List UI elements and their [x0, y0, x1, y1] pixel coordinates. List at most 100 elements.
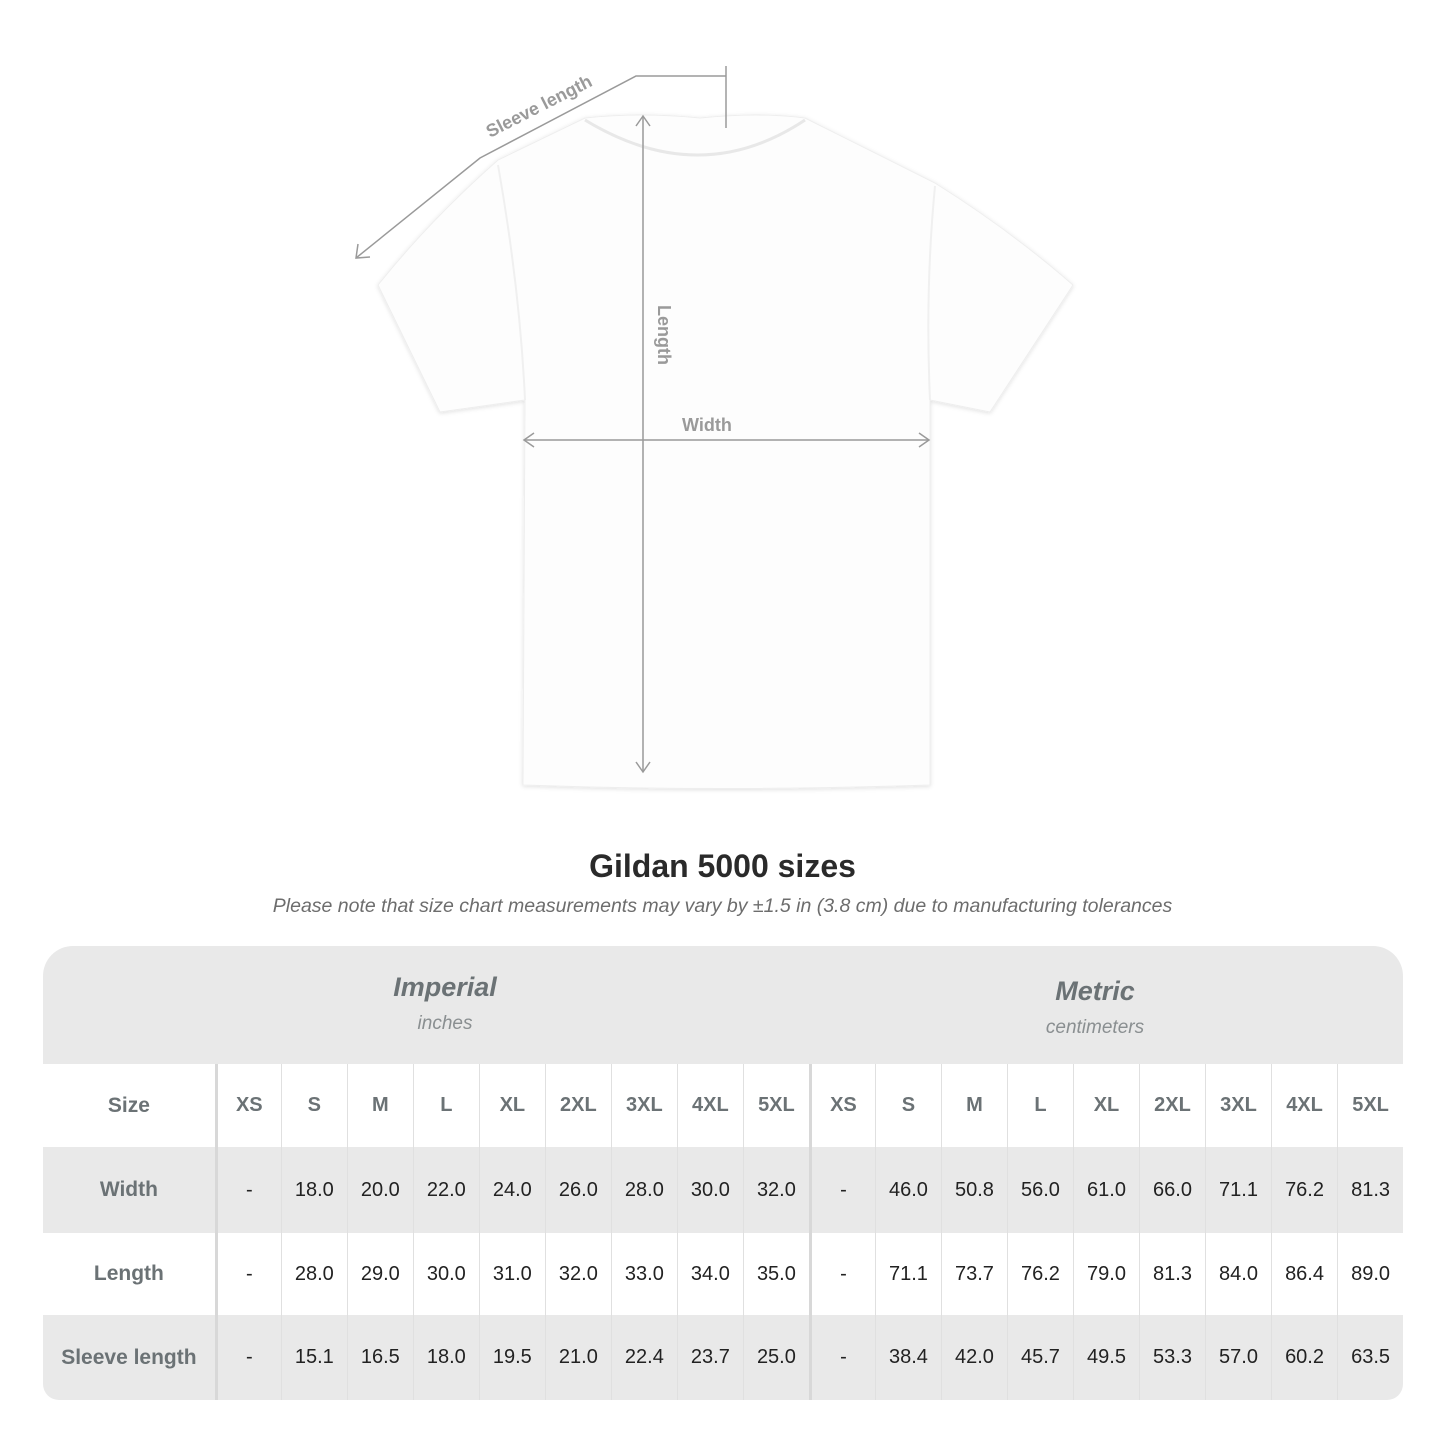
- imperial-value: 25.0: [742, 1315, 809, 1400]
- metric-value: 76.2: [1271, 1147, 1337, 1233]
- row-label: Sleeve length: [61, 1345, 197, 1369]
- metric-size-4XL: 4XL: [1271, 1064, 1337, 1147]
- metric-value: -: [808, 1233, 875, 1315]
- imperial-title: Imperial: [393, 972, 497, 1002]
- metric-value: 81.3: [1139, 1233, 1205, 1315]
- imperial-value: 35.0: [742, 1233, 809, 1315]
- imperial-value: 18.0: [280, 1147, 347, 1233]
- length-label: Length: [654, 305, 674, 365]
- metric-value: 45.7: [1006, 1315, 1073, 1400]
- imperial-value: 22.0: [412, 1147, 479, 1233]
- imperial-size-2XL: 2XL: [544, 1064, 611, 1147]
- metric-value: 76.2: [1006, 1233, 1073, 1315]
- imperial-value: 29.0: [346, 1233, 413, 1315]
- imperial-size-M: M: [346, 1064, 413, 1147]
- metric-unit: centimeters: [1045, 1017, 1145, 1038]
- metric-value: 79.0: [1072, 1233, 1139, 1315]
- metric-header: Metric centimeters: [865, 976, 1325, 1039]
- size-header-row: Size XS S M L XL 2XL 3XL 4XL 5XL XS S M L XL 2XL 3XL 4XL 5…: [43, 1064, 1403, 1147]
- metric-size-L: L: [1006, 1064, 1073, 1147]
- imperial-value: 19.5: [478, 1315, 545, 1400]
- imperial-value: 28.0: [610, 1147, 677, 1233]
- imperial-value: 15.1: [280, 1315, 347, 1400]
- metric-value: 71.1: [874, 1233, 941, 1315]
- table-row: Length -28.0 29.0 30.0 31.0 32.0 33.0 34.0 35.0-…: [43, 1233, 1403, 1315]
- imperial-value: 28.0: [280, 1233, 347, 1315]
- imperial-value: 20.0: [346, 1147, 413, 1233]
- imperial-size-4XL: 4XL: [676, 1064, 743, 1147]
- imperial-value: -: [214, 1315, 281, 1400]
- imperial-header: Imperial inches: [215, 972, 675, 1035]
- metric-value: 49.5: [1072, 1315, 1139, 1400]
- width-arrow-right-icon: [918, 432, 931, 448]
- metric-value: 81.3: [1337, 1147, 1403, 1233]
- imperial-value: 32.0: [544, 1233, 611, 1315]
- metric-value: 61.0: [1072, 1147, 1139, 1233]
- metric-size-M: M: [940, 1064, 1007, 1147]
- metric-value: 50.8: [940, 1147, 1007, 1233]
- imperial-size-XS: XS: [214, 1064, 281, 1147]
- tolerance-note: Please note that size chart measurements…: [272, 895, 1173, 917]
- imperial-value: -: [214, 1233, 281, 1315]
- row-label: Width: [99, 1178, 158, 1201]
- tshirt-seam: [497, 164, 936, 401]
- metric-size-XL: XL: [1072, 1064, 1139, 1147]
- metric-value: 63.5: [1337, 1315, 1403, 1400]
- imperial-value: 33.0: [610, 1233, 677, 1315]
- metric-value: 42.0: [940, 1315, 1007, 1400]
- metric-value: -: [808, 1147, 875, 1233]
- imperial-value: 32.0: [742, 1147, 809, 1233]
- imperial-value: -: [214, 1147, 281, 1233]
- metric-value: 56.0: [1006, 1147, 1073, 1233]
- imperial-size-S: S: [280, 1064, 347, 1147]
- page-title: Gildan 5000 sizes: [589, 848, 856, 884]
- imperial-value: 31.0: [478, 1233, 545, 1315]
- imperial-value: 16.5: [346, 1315, 413, 1400]
- unit-header-band: [43, 946, 1403, 1064]
- imperial-size-XL: XL: [478, 1064, 545, 1147]
- tshirt-shape: [377, 114, 1074, 789]
- metric-value: 89.0: [1337, 1233, 1403, 1315]
- imperial-value: 26.0: [544, 1147, 611, 1233]
- imperial-value: 30.0: [412, 1233, 479, 1315]
- metric-value: 73.7: [940, 1233, 1007, 1315]
- metric-value: 46.0: [874, 1147, 941, 1233]
- imperial-value: 30.0: [676, 1147, 743, 1233]
- metric-size-S: S: [874, 1064, 941, 1147]
- length-arrow-bottom-icon: [635, 761, 651, 774]
- metric-size-XS: XS: [808, 1064, 875, 1147]
- metric-title: Metric: [1055, 976, 1135, 1006]
- imperial-value: 22.4: [610, 1315, 677, 1400]
- row-label: Length: [93, 1262, 164, 1285]
- metric-value: 71.1: [1205, 1147, 1271, 1233]
- length-arrow-top-icon: [635, 114, 651, 127]
- metric-value: -: [808, 1315, 875, 1400]
- size-table: Imperial inches Metric centimeters Size X…: [43, 946, 1403, 1400]
- tshirt-collar: [584, 118, 806, 157]
- metric-value: 86.4: [1271, 1233, 1337, 1315]
- metric-value: 66.0: [1139, 1147, 1205, 1233]
- metric-size-5XL: 5XL: [1337, 1064, 1403, 1147]
- sleeve-arrow-icon: [355, 243, 371, 259]
- imperial-size-5XL: 5XL: [742, 1064, 809, 1147]
- metric-value: 38.4: [874, 1315, 941, 1400]
- table-row: Width -18.0 20.0 22.0 24.0 26.0 28.0 30.0 32.0-4…: [43, 1147, 1403, 1233]
- imperial-value: 21.0: [544, 1315, 611, 1400]
- imperial-value: 34.0: [676, 1233, 743, 1315]
- imperial-size-3XL: 3XL: [610, 1064, 677, 1147]
- width-arrow-left-icon: [522, 432, 535, 448]
- metric-value: 57.0: [1205, 1315, 1271, 1400]
- size-label: Size: [107, 1093, 150, 1117]
- metric-size-3XL: 3XL: [1205, 1064, 1271, 1147]
- metric-value: 60.2: [1271, 1315, 1337, 1400]
- imperial-value: 18.0: [412, 1315, 479, 1400]
- width-label: Width: [682, 415, 732, 435]
- metric-value: 53.3: [1139, 1315, 1205, 1400]
- imperial-unit: inches: [417, 1013, 473, 1034]
- tshirt-diagram: Sleeve length Length Width: [355, 66, 1074, 789]
- metric-value: 84.0: [1205, 1233, 1271, 1315]
- imperial-value: 24.0: [478, 1147, 545, 1233]
- table-row: Sleeve length -15.1 16.5 18.0 19.5 21.0 22.4 23…: [43, 1315, 1403, 1400]
- sleeve-measure-line: [355, 75, 726, 259]
- imperial-size-L: L: [412, 1064, 479, 1147]
